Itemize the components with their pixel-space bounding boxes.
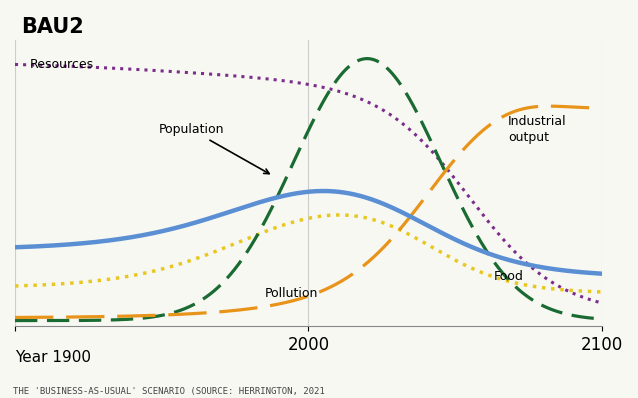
Text: BAU2: BAU2 xyxy=(21,17,84,37)
Text: Industrial
output: Industrial output xyxy=(508,115,567,144)
Text: THE 'BUSINESS-AS-USUAL' SCENARIO (SOURCE: HERRINGTON, 2021: THE 'BUSINESS-AS-USUAL' SCENARIO (SOURCE… xyxy=(13,387,325,396)
Text: Pollution: Pollution xyxy=(264,287,318,300)
Text: Year 1900: Year 1900 xyxy=(15,350,91,365)
Text: Food: Food xyxy=(493,270,523,283)
Text: Resources: Resources xyxy=(30,58,94,70)
Text: Population: Population xyxy=(158,123,269,174)
